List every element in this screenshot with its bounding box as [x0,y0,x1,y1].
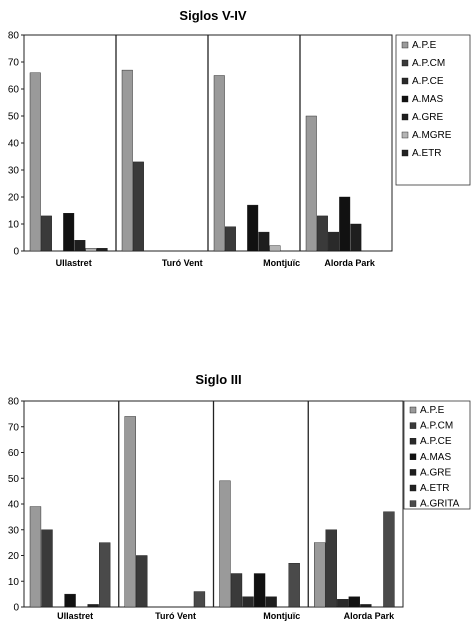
bar [99,543,110,607]
legend-swatch [410,485,416,491]
bar [220,481,231,607]
bar [306,116,317,251]
y-tick-label: 30 [8,166,20,177]
legend-label: A.P.E [412,40,437,51]
y-tick-label: 40 [8,500,20,511]
legend-swatch [410,454,416,460]
bar [360,604,371,607]
bar [194,592,205,607]
bar [125,416,136,607]
y-tick-label: 10 [8,220,20,231]
bar [383,512,394,607]
bar [259,232,270,251]
legend-label: A.GRE [420,467,451,478]
bar [243,597,254,607]
legend-label: A.ETR [420,483,449,494]
legend-label: A.P.CE [420,436,452,447]
x-tick-label: Turó Vent [155,611,196,621]
chart-title: Siglo III [195,372,241,387]
y-tick-label: 0 [13,247,19,258]
legend-swatch [402,96,408,102]
bar [214,76,225,252]
bar [41,216,52,251]
x-tick-label: Montjuïc [263,611,300,621]
bar [317,216,328,251]
bar [30,73,41,251]
y-tick-label: 60 [8,85,20,96]
bar [133,162,144,251]
legend-label: A.MAS [412,94,443,105]
chart-2: Siglo III 0 10 20 30 40 50 60 70 80 Ullastret Turó … [8,372,470,621]
x-tick-label: Alorda Park [344,611,396,621]
legend-label: A.GRITA [420,499,460,510]
legend-swatch [410,438,416,444]
legend-swatch [410,469,416,475]
bar [339,197,350,251]
x-tick-label: Ullastret [57,611,93,621]
bar [289,563,300,607]
legend-swatch [402,60,408,66]
legend-swatch [410,423,416,429]
legend-label: A.MAS [420,452,451,463]
y-tick-label: 20 [8,193,20,204]
legend-swatch [402,114,408,120]
y-tick-label: 30 [8,525,20,536]
bar [247,205,258,251]
chart-1: Siglos V-IV 0 10 20 30 40 50 60 70 80 Ullastret Tur… [8,8,470,268]
y-tick-label: 80 [8,31,20,42]
legend-label: A.P.E [420,405,445,416]
y-tick-label: 70 [8,422,20,433]
y-tick-label: 0 [13,603,19,614]
x-tick-label: Turó Vent [162,258,203,268]
bar [225,227,236,251]
bar [314,543,325,607]
bar [88,604,99,607]
legend-label: A.ETR [412,148,441,159]
y-tick-label: 20 [8,551,20,562]
legend-label: A.P.CE [412,76,444,87]
legend-label: A.P.CM [420,421,453,432]
legend-swatch [410,501,416,507]
bar [75,240,86,251]
y-tick-label: 40 [8,139,20,150]
bar [328,232,339,251]
x-tick-label: Montjuïc [263,258,300,268]
bar [122,70,133,251]
y-tick-label: 10 [8,577,20,588]
legend-swatch [402,150,408,156]
bar [136,556,147,608]
y-tick-label: 70 [8,58,20,69]
bar [65,594,76,607]
legend-swatch [402,42,408,48]
legend-label: A.MGRE [412,130,452,141]
bar [266,597,277,607]
bar [349,597,360,607]
x-tick-label: Alorda Park [324,258,376,268]
bar [86,248,97,251]
bar [30,507,41,607]
x-tick-label: Ullastret [56,258,92,268]
legend-swatch [402,132,408,138]
bar [42,530,53,607]
y-tick-label: 50 [8,112,20,123]
bar [326,530,337,607]
y-tick-label: 50 [8,474,20,485]
bar [97,248,108,251]
legend-swatch [410,407,416,413]
legend-label: A.GRE [412,112,443,123]
y-tick-label: 80 [8,397,20,408]
bar [231,574,242,607]
legend-label: A.P.CM [412,58,445,69]
legend-swatch [402,78,408,84]
chart-title: Siglos V-IV [179,8,247,23]
bar [254,574,265,607]
y-tick-label: 60 [8,448,20,459]
bar [351,224,362,251]
bar [270,246,281,251]
bar [337,599,348,607]
bar [63,213,74,251]
